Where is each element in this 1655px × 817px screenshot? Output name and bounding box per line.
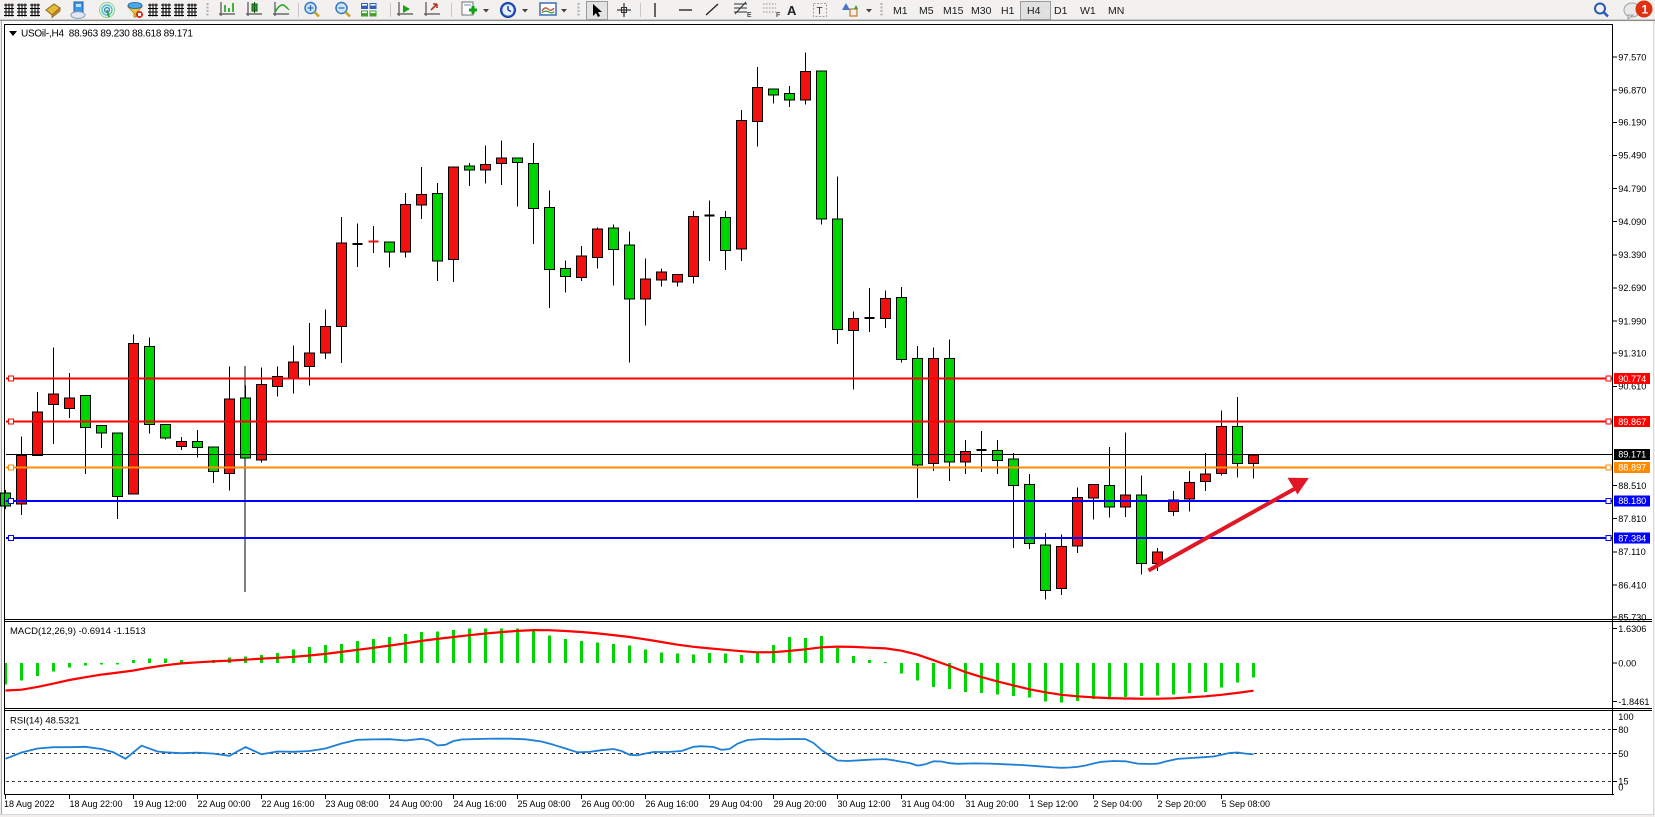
svg-text:87.110: 87.110 — [1618, 547, 1645, 557]
svg-text:M15: M15 — [943, 5, 964, 17]
svg-text:W1: W1 — [1080, 5, 1096, 17]
svg-text:29 Aug 04:00: 29 Aug 04:00 — [710, 799, 763, 809]
svg-text:89.171: 89.171 — [1618, 450, 1646, 460]
svg-text:H1: H1 — [1001, 5, 1015, 17]
svg-text:88.180: 88.180 — [1618, 496, 1646, 506]
svg-text:86.410: 86.410 — [1618, 580, 1646, 590]
svg-text:22 Aug 00:00: 22 Aug 00:00 — [198, 799, 251, 809]
svg-text:24 Aug 16:00: 24 Aug 16:00 — [454, 799, 507, 809]
svg-text:26 Aug 00:00: 26 Aug 00:00 — [582, 799, 635, 809]
svg-text:94.790: 94.790 — [1618, 184, 1646, 194]
svg-text:M1: M1 — [893, 5, 908, 17]
svg-text:0.00: 0.00 — [1618, 658, 1636, 668]
svg-text:80: 80 — [1618, 725, 1628, 735]
svg-text:5 Sep 08:00: 5 Sep 08:00 — [1222, 799, 1271, 809]
svg-text:1: 1 — [1642, 3, 1649, 17]
svg-text:MN: MN — [1108, 5, 1124, 17]
svg-text:87.384: 87.384 — [1618, 533, 1646, 543]
svg-text:97.570: 97.570 — [1618, 52, 1646, 62]
svg-text:88.510: 88.510 — [1618, 481, 1646, 491]
svg-text:91.990: 91.990 — [1618, 316, 1646, 326]
svg-text:89.867: 89.867 — [1618, 417, 1646, 427]
svg-text:91.310: 91.310 — [1618, 349, 1646, 359]
svg-text:93.390: 93.390 — [1618, 250, 1646, 260]
svg-text:0: 0 — [1618, 783, 1623, 793]
svg-text:18 Aug 22:00: 18 Aug 22:00 — [70, 799, 123, 809]
svg-text:H4: H4 — [1027, 5, 1041, 17]
svg-text:26 Aug 16:00: 26 Aug 16:00 — [646, 799, 699, 809]
svg-text:19 Aug 12:00: 19 Aug 12:00 — [134, 799, 187, 809]
svg-text:100: 100 — [1618, 712, 1633, 722]
svg-text:M30: M30 — [971, 5, 992, 17]
svg-text:1.6306: 1.6306 — [1618, 624, 1646, 634]
svg-text:88.897: 88.897 — [1618, 463, 1646, 473]
svg-text:15: 15 — [1618, 777, 1628, 787]
svg-text:22 Aug 16:00: 22 Aug 16:00 — [262, 799, 315, 809]
svg-text:USOil-,H4 88.963 89.230 88.61: USOil-,H4 88.963 89.230 88.618 89.171 — [21, 29, 193, 40]
svg-text:M5: M5 — [919, 5, 934, 17]
svg-text:2 Sep 04:00: 2 Sep 04:00 — [1094, 799, 1143, 809]
svg-text:RSI(14) 48.5321: RSI(14) 48.5321 — [10, 716, 80, 727]
svg-text:25 Aug 08:00: 25 Aug 08:00 — [518, 799, 571, 809]
svg-text:31 Aug 20:00: 31 Aug 20:00 — [966, 799, 1019, 809]
svg-text:29 Aug 20:00: 29 Aug 20:00 — [774, 799, 827, 809]
svg-text:18 Aug 2022: 18 Aug 2022 — [4, 799, 55, 809]
svg-text:24 Aug 00:00: 24 Aug 00:00 — [390, 799, 443, 809]
svg-text:85.730: 85.730 — [1618, 613, 1646, 623]
svg-text:31 Aug 04:00: 31 Aug 04:00 — [902, 799, 955, 809]
svg-text:E: E — [747, 12, 752, 19]
svg-text:23 Aug 08:00: 23 Aug 08:00 — [326, 799, 379, 809]
svg-text:30 Aug 12:00: 30 Aug 12:00 — [838, 799, 891, 809]
svg-text:95.490: 95.490 — [1618, 151, 1646, 161]
svg-text:50: 50 — [1618, 749, 1628, 759]
svg-text:1 Sep 12:00: 1 Sep 12:00 — [1030, 799, 1079, 809]
svg-text:T: T — [817, 6, 823, 17]
svg-text:A: A — [787, 3, 797, 18]
svg-text:87.810: 87.810 — [1618, 514, 1646, 524]
svg-text:92.690: 92.690 — [1618, 283, 1646, 293]
svg-text:90.610: 90.610 — [1618, 382, 1646, 392]
svg-text:MACD(12,26,9) -0.6914 -1.1513: MACD(12,26,9) -0.6914 -1.1513 — [10, 626, 146, 637]
svg-text:96.870: 96.870 — [1618, 85, 1646, 95]
svg-text:94.090: 94.090 — [1618, 217, 1646, 227]
svg-text:90.774: 90.774 — [1618, 374, 1646, 384]
svg-text:96.190: 96.190 — [1618, 118, 1646, 128]
svg-text:D1: D1 — [1054, 5, 1068, 17]
svg-text:F: F — [776, 12, 780, 19]
svg-text:2 Sep 20:00: 2 Sep 20:00 — [1158, 799, 1207, 809]
svg-text:-1.8461: -1.8461 — [1618, 697, 1649, 707]
